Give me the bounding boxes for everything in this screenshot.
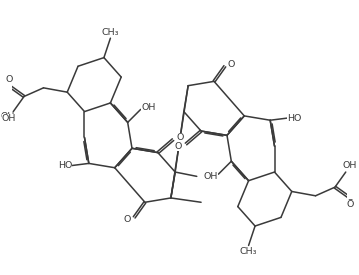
Text: CH₃: CH₃: [240, 247, 257, 256]
Text: O: O: [346, 199, 354, 208]
Text: HO: HO: [58, 161, 72, 170]
Text: HO: HO: [287, 114, 301, 123]
Text: O: O: [177, 133, 184, 142]
Text: OH: OH: [1, 112, 15, 122]
Text: OH: OH: [141, 103, 155, 112]
Text: O: O: [175, 142, 182, 151]
Text: O: O: [5, 76, 13, 85]
Text: OH: OH: [343, 161, 357, 170]
Text: O: O: [346, 200, 354, 209]
Text: CH₃: CH₃: [102, 28, 119, 37]
Text: OH: OH: [344, 162, 358, 171]
Text: OH: OH: [204, 172, 218, 181]
Text: OH: OH: [2, 114, 16, 123]
Text: O: O: [228, 60, 235, 68]
Text: O: O: [5, 75, 13, 84]
Text: O: O: [124, 215, 131, 224]
